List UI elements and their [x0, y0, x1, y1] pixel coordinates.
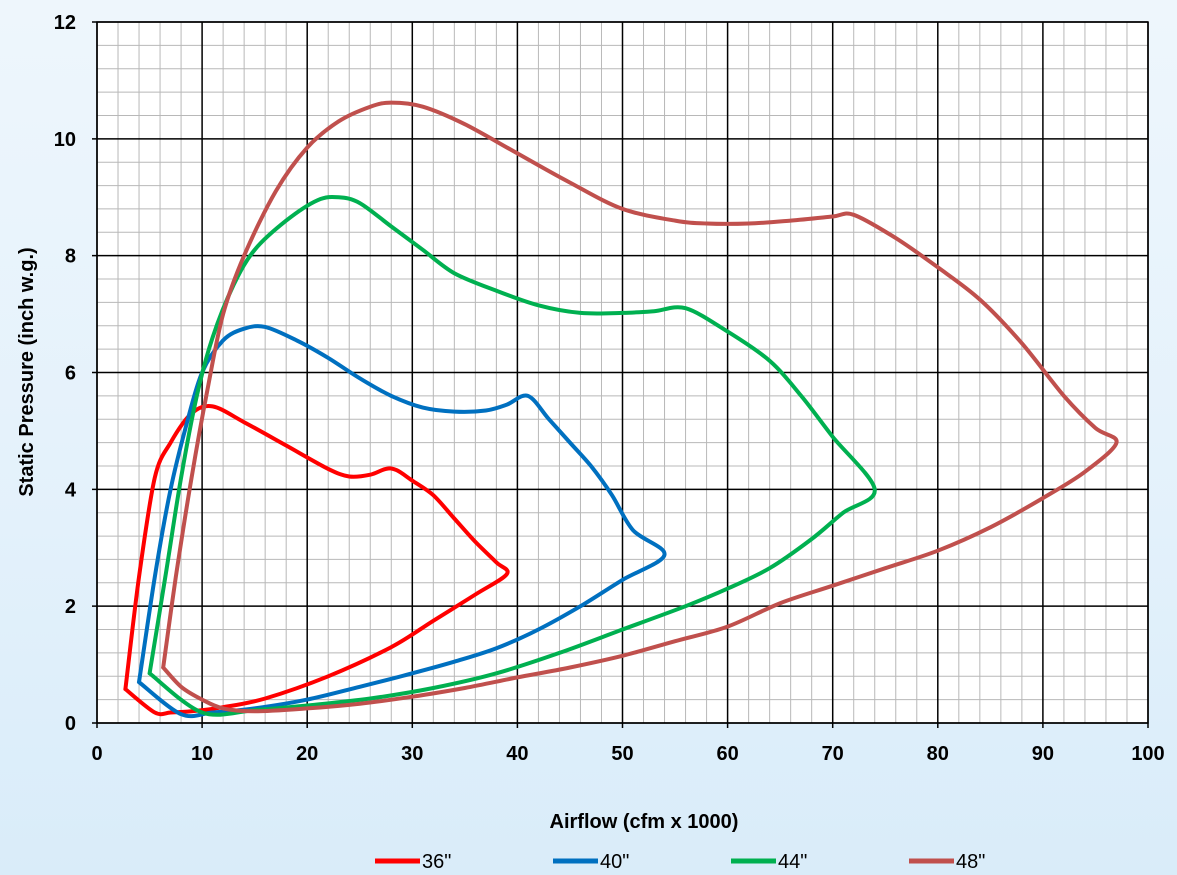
x-tick-label: 30: [401, 743, 423, 765]
x-tick-label: 100: [1131, 743, 1164, 765]
x-tick-label: 90: [1032, 743, 1054, 765]
plot-border: [96, 21, 1149, 724]
x-tick-label: 20: [296, 743, 318, 765]
x-axis-title: Airflow (cfm x 1000): [550, 811, 739, 833]
x-tick-label: 50: [611, 743, 633, 765]
x-tick-labels: 0 10 20 30 40 50 60 70 80 90 100: [91, 743, 1164, 765]
legend-label-3: 44": [778, 851, 807, 873]
legend-label-2: 40": [600, 851, 629, 873]
x-tick-label: 40: [506, 743, 528, 765]
legend-label-1: 36": [422, 851, 451, 873]
y-tick-label: 10: [54, 129, 76, 151]
y-tick-label: 2: [65, 596, 76, 618]
x-tick-label: 60: [716, 743, 738, 765]
y-tick-label: 6: [65, 363, 76, 385]
y-tick-label: 8: [65, 246, 76, 268]
y-tick-label: 12: [54, 12, 76, 34]
series-line-2: [137, 324, 667, 719]
y-tick-labels: 0 2 4 6 8 10 12: [54, 12, 77, 735]
legend-label-4: 48": [956, 851, 985, 873]
x-tick-label: 70: [822, 743, 844, 765]
x-tick-label: 0: [91, 743, 102, 765]
y-tick-label: 0: [65, 713, 76, 735]
y-axis-title: Static Pressure (inch w.g.): [16, 247, 38, 496]
series-line-3: [147, 194, 877, 717]
legend: 36" 40" 44" 48": [375, 851, 985, 873]
x-tick-label: 10: [191, 743, 213, 765]
x-tick-label: 80: [927, 743, 949, 765]
major-gridlines: [92, 21, 1149, 728]
y-tick-label: 4: [65, 479, 77, 501]
series-lines: [123, 100, 1119, 719]
series-line-4: [161, 100, 1119, 714]
